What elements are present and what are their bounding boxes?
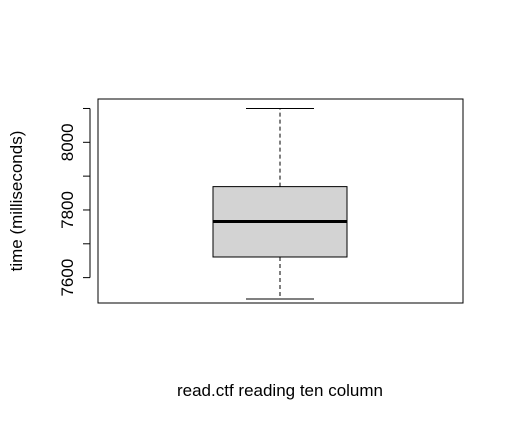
chart-marks [212, 107, 348, 300]
y-tick-label: 8000 [58, 123, 77, 161]
y-axis-label: time (milliseconds) [7, 131, 26, 272]
x-axis-label: read.ctf reading ten column [177, 381, 383, 400]
y-tick-label: 7800 [58, 191, 77, 229]
y-tick-label: 7600 [58, 259, 77, 297]
plot-frame [97, 98, 464, 304]
y-axis: 7600 7800 8000 [58, 107, 91, 297]
